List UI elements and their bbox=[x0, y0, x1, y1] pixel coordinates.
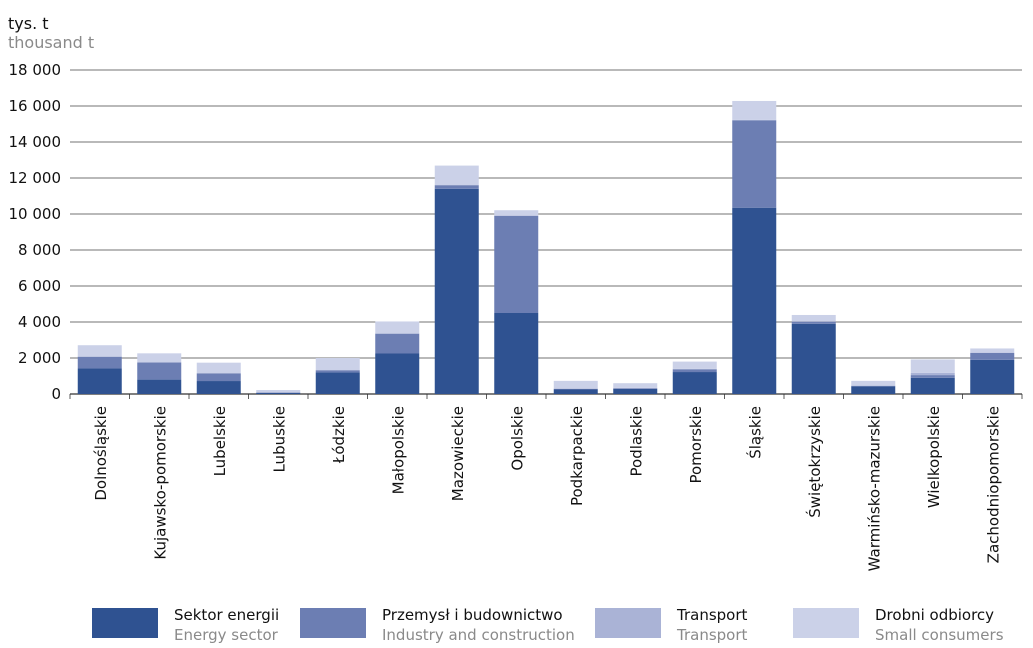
bar-segment bbox=[494, 313, 539, 394]
bar-segment bbox=[732, 119, 777, 121]
x-tick-label: Opolskie bbox=[508, 406, 526, 471]
bar-segment bbox=[672, 369, 717, 373]
bar-segment bbox=[494, 210, 539, 216]
y-tick-label: 16 000 bbox=[9, 97, 62, 115]
bar-segment bbox=[375, 333, 420, 354]
y-tick-label: 10 000 bbox=[9, 205, 62, 223]
x-tick-label: Podlaskie bbox=[627, 406, 645, 476]
bar-segment bbox=[910, 375, 955, 378]
legend-swatch-transport bbox=[595, 608, 661, 638]
bar-segment bbox=[970, 359, 1015, 394]
bar-segment bbox=[137, 353, 182, 363]
bar-segment bbox=[732, 120, 777, 208]
bar-segment bbox=[910, 359, 955, 373]
bar-segment bbox=[672, 361, 717, 369]
bar-segment bbox=[910, 372, 955, 376]
bar-segment bbox=[851, 386, 896, 394]
y-unit-label-en: thousand t bbox=[8, 33, 95, 52]
x-tick-label: Łódzkie bbox=[330, 406, 348, 464]
x-tick-label: Zachodniopomorskie bbox=[984, 406, 1002, 563]
x-tick-label: Śląskie bbox=[745, 406, 764, 459]
x-tick-label: Mazowieckie bbox=[449, 406, 467, 501]
x-tick-label: Wielkopolskie bbox=[925, 406, 943, 508]
y-tick-label: 4 000 bbox=[18, 313, 61, 331]
legend-label-pl: Drobni odbiorcy bbox=[875, 606, 995, 624]
bar-segment bbox=[791, 321, 836, 324]
x-tick-label: Lubelskie bbox=[211, 406, 229, 476]
bar-segment bbox=[196, 373, 241, 382]
legend-label-en: Energy sector bbox=[174, 626, 278, 644]
bar-segment bbox=[434, 165, 479, 186]
y-unit-label-pl: tys. t bbox=[8, 14, 49, 33]
bar-segment bbox=[910, 377, 955, 394]
legend-label-pl: Przemysł i budownictwo bbox=[382, 606, 563, 624]
bar-segment bbox=[851, 380, 896, 386]
x-tick-label: Podkarpackie bbox=[568, 406, 586, 506]
bar-segment bbox=[375, 321, 420, 334]
bar-segment bbox=[137, 379, 182, 394]
bar-segment bbox=[256, 390, 301, 393]
y-tick-label: 14 000 bbox=[9, 133, 62, 151]
legend-label-en: Transport bbox=[677, 626, 748, 644]
bar-segment bbox=[553, 388, 598, 390]
bar-segment bbox=[77, 356, 122, 369]
legend-swatch-industry bbox=[300, 608, 366, 638]
legend-swatch-small-consumers bbox=[793, 608, 859, 638]
bar-segment bbox=[315, 370, 360, 373]
x-tick-label: Kujawsko-pomorskie bbox=[151, 406, 169, 560]
x-tick-label: Świętokrzyskie bbox=[805, 406, 824, 518]
bar-segment bbox=[791, 323, 836, 394]
bar-segment bbox=[315, 372, 360, 394]
bar-segment bbox=[196, 362, 241, 374]
x-tick-label: Dolnośląskie bbox=[92, 406, 110, 501]
bar-segment bbox=[375, 353, 420, 394]
bar-segment bbox=[494, 215, 539, 313]
legend-label-pl: Sektor energii bbox=[174, 606, 280, 624]
bar-segment bbox=[553, 389, 598, 394]
x-tick-label: Warmińsko-mazurskie bbox=[865, 406, 883, 571]
bar-segment bbox=[256, 392, 301, 394]
y-tick-label: 12 000 bbox=[9, 169, 62, 187]
y-tick-label: 18 000 bbox=[9, 61, 62, 79]
y-tick-label: 8 000 bbox=[18, 241, 61, 259]
bar-segment bbox=[791, 314, 836, 322]
bar-segment bbox=[77, 345, 122, 357]
bar-segment bbox=[732, 100, 777, 120]
bar-segment bbox=[434, 188, 479, 394]
bar-segment bbox=[196, 381, 241, 394]
bar-segment bbox=[732, 207, 777, 394]
legend-item-small-consumers: Drobni odbiorcy Small consumers bbox=[793, 605, 1004, 645]
legend-label-pl: Transport bbox=[677, 606, 748, 624]
legend-swatch-energy bbox=[92, 608, 158, 638]
legend-label-en: Small consumers bbox=[875, 626, 1004, 644]
stacked-bar-chart: 0 2 000 4 000 6 000 8 000 10 000 12 000 14 000 1… bbox=[9, 61, 1023, 571]
bar-segment bbox=[553, 380, 598, 389]
y-tick-label: 6 000 bbox=[18, 277, 61, 295]
x-tick-label: Małopolskie bbox=[389, 406, 407, 494]
bar-segment bbox=[970, 352, 1015, 360]
legend-item-industry: Przemysł i budownictwo Industry and cons… bbox=[300, 605, 575, 645]
y-tick-label: 0 bbox=[51, 385, 61, 403]
bar-segment bbox=[375, 333, 420, 334]
y-tick-label: 2 000 bbox=[18, 349, 61, 367]
bar-segment bbox=[613, 383, 658, 388]
legend-label-en: Industry and construction bbox=[382, 626, 575, 644]
bar-segment bbox=[434, 185, 479, 189]
x-tick-label: Lubuskie bbox=[270, 406, 288, 473]
bar-segment bbox=[970, 348, 1015, 353]
bar-segment bbox=[672, 372, 717, 394]
bar-segment bbox=[672, 368, 717, 370]
bar-segment bbox=[494, 215, 539, 216]
legend-item-transport: Transport Transport bbox=[595, 605, 747, 645]
x-tick-label: Pomorskie bbox=[687, 406, 705, 484]
bar-segment bbox=[137, 362, 182, 380]
bar-segment bbox=[613, 388, 658, 394]
bar-segment bbox=[613, 388, 658, 389]
bar-segment bbox=[315, 358, 360, 371]
legend-item-energy: Sektor energii Energy sector bbox=[92, 605, 279, 645]
bar-segment bbox=[77, 368, 122, 394]
